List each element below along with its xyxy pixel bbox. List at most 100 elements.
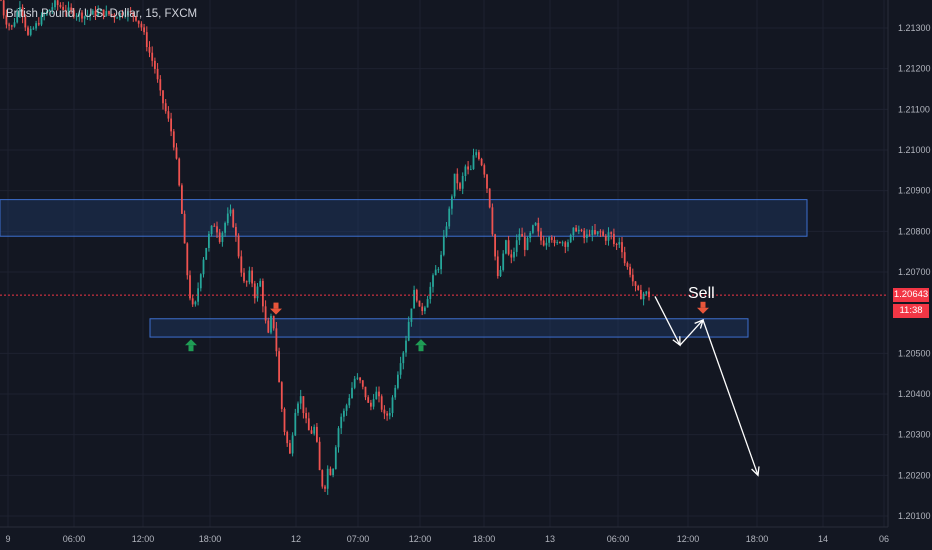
candle-body (67, 7, 70, 12)
candle-body (121, 12, 124, 16)
candle-body (70, 7, 73, 11)
candle-body (596, 231, 599, 235)
candle-body (78, 12, 81, 16)
up-arrow-stem (418, 345, 424, 352)
candle-body (478, 152, 480, 159)
candle-body (189, 275, 191, 299)
candle-body (10, 25, 13, 27)
candle-body (575, 227, 577, 232)
candle-body (318, 441, 321, 471)
candle-body (532, 225, 534, 233)
candle-body (108, 11, 110, 15)
time-tick-label: 14 (818, 534, 828, 544)
candle-body (299, 396, 302, 404)
candle-body (394, 387, 397, 398)
candle-body (286, 432, 289, 444)
candle-body (464, 166, 467, 177)
candle-body (229, 209, 232, 214)
candle-body (289, 443, 291, 454)
candle-body (170, 118, 172, 132)
price-tick-label: 1.20700 (898, 267, 931, 277)
price-tick-label: 1.20100 (898, 511, 931, 521)
time-tick-label: 07:00 (347, 534, 370, 544)
candle-body (135, 16, 137, 21)
candle-body (542, 240, 545, 246)
candle-body (132, 12, 135, 17)
candlestick-series (0, 0, 650, 495)
candle-body (613, 233, 615, 244)
candle-body (502, 253, 505, 270)
price-axis[interactable]: 1.21300 1.21200 1.21100 1.21000 1.20900 1.208… (898, 23, 931, 521)
symbol-title: British Pound / U.S. Dollar, 15, FXCM (6, 8, 198, 20)
projection-segment (679, 319, 704, 346)
candle-body (629, 266, 631, 275)
candle-body (310, 430, 313, 434)
candle-body (37, 23, 40, 25)
candle-body (291, 435, 294, 454)
candle-body (307, 418, 310, 431)
candle-body (588, 234, 591, 236)
candle-body (399, 363, 402, 375)
sell-label: Sell (688, 285, 715, 302)
candle-body (205, 248, 208, 260)
candle-body (518, 234, 521, 241)
candle-body (264, 306, 267, 321)
candle-body (621, 242, 623, 253)
candle-body (213, 225, 216, 227)
candle-body (56, 0, 59, 6)
candle-body (256, 286, 259, 299)
candle-body (151, 52, 154, 61)
candle-body (262, 280, 264, 307)
candle-body (59, 5, 62, 7)
candle-body (13, 22, 16, 27)
candle-body (561, 242, 564, 244)
projection-segment (654, 296, 681, 346)
candle-body (610, 232, 613, 234)
candle-body (91, 10, 94, 15)
candle-body (456, 173, 459, 184)
candle-body (529, 232, 532, 238)
candle-body (316, 426, 318, 442)
candle-body (145, 32, 148, 48)
candle-body (356, 377, 359, 379)
candle-body (75, 15, 78, 17)
time-axis[interactable]: 9 06:00 12:00 18:00 12 07:00 12:00 18:00 13 06:00… (5, 534, 889, 544)
candle-body (197, 288, 199, 302)
time-tick-label: 9 (5, 534, 10, 544)
candle-body (432, 275, 434, 287)
candle-body (5, 15, 8, 25)
candle-body (397, 374, 399, 388)
candle-body (626, 263, 629, 267)
signal-arrows (185, 301, 709, 352)
candle-body (483, 165, 486, 175)
time-tick-label: 12:00 (409, 534, 432, 544)
candle-body (515, 240, 518, 252)
candle-body (375, 391, 378, 400)
candle-body (64, 9, 67, 12)
candle-body (243, 272, 245, 282)
candle-body (426, 299, 429, 308)
candle-body (407, 321, 410, 341)
candle-body (272, 315, 275, 329)
candle-body (372, 399, 375, 407)
candle-body (526, 237, 529, 250)
price-tick-label: 1.20300 (898, 430, 931, 440)
candle-body (351, 387, 353, 399)
candle-body (537, 222, 540, 232)
up-arrow-stem (188, 345, 194, 352)
candle-body (505, 240, 507, 254)
candle-body (440, 254, 442, 270)
candle-body (442, 235, 445, 255)
candle-body (156, 68, 159, 80)
candle-body (181, 185, 183, 214)
price-tick-label: 1.21200 (898, 64, 931, 74)
candle-body (556, 242, 559, 244)
candle-body (410, 308, 413, 322)
candle-body (16, 11, 19, 23)
candle-body (523, 236, 526, 250)
candle-body (634, 281, 637, 286)
candle-body (43, 14, 46, 16)
candle-body (640, 289, 642, 300)
down-arrow-stem (273, 302, 279, 309)
